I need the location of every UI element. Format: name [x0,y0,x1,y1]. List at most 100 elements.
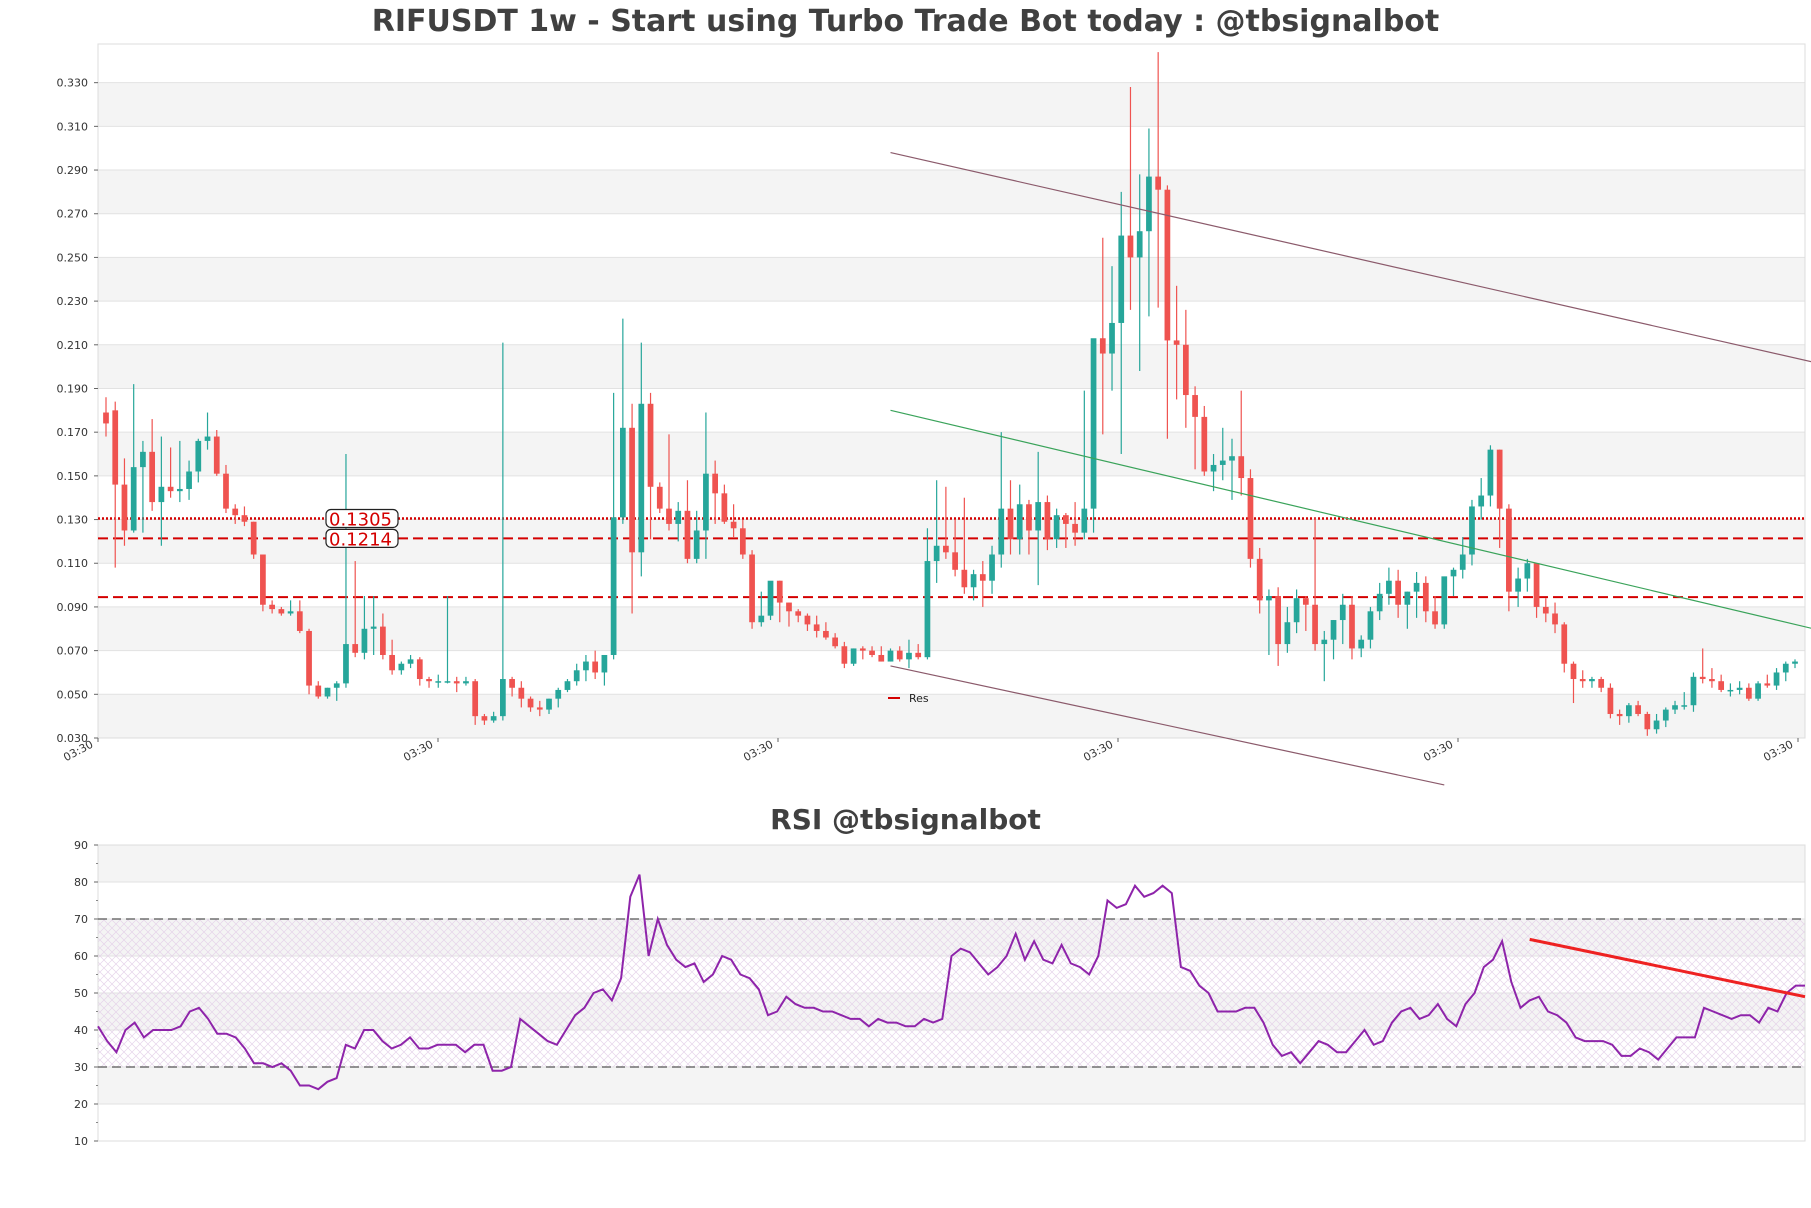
candle-body [1413,582,1420,592]
candle-body [1561,624,1568,664]
candle-body [1626,705,1632,717]
grid-band [98,432,1805,476]
candle-body [1736,687,1743,690]
candle-body [1266,596,1272,601]
candle-body [130,467,137,531]
candle-body [1524,563,1531,579]
candle-body [1146,176,1152,232]
candle-body [1487,449,1494,496]
y-tick-label: 0.270 [57,208,89,221]
x-tick-label: 03:30 [401,738,435,764]
candle-body [979,574,986,581]
candle-body [656,486,663,509]
candle-body [472,681,479,717]
candle-body [1616,713,1623,717]
grid-band [98,257,1805,302]
candle-body [1404,591,1411,605]
candle-body [389,654,395,671]
candle-body [1727,689,1734,692]
legend-label: Res [909,692,929,705]
candle-body [721,493,728,522]
candle-body [1321,639,1328,645]
candle-body [1607,687,1614,714]
candle-body [1662,709,1669,721]
candle-body [426,679,432,682]
candle-body [841,646,848,664]
candle-body [915,652,922,658]
candle-body [1395,580,1401,605]
candle-body [1422,582,1429,612]
candle-body [407,659,414,664]
rsi-y-tick-label: 10 [74,1135,88,1148]
candle-body [1579,679,1586,682]
candle-body [730,521,737,529]
y-tick-label: 0.250 [57,251,89,264]
candle-body [1118,235,1125,323]
candle-body [1201,416,1208,472]
candle-body [1229,456,1235,461]
candle-body [887,650,894,662]
candle-body [970,574,977,588]
candle-body [518,687,525,699]
candle-body [416,659,423,680]
candle-body [1367,611,1374,640]
candle-body [167,486,174,492]
candle-body [1450,569,1457,577]
rsi-y-tick-label: 50 [74,987,88,1000]
candle-body [1284,622,1291,645]
candle-body [490,716,497,721]
candle-body [1376,593,1383,612]
candle-body [481,716,488,721]
candle-body [223,473,229,509]
candle-body [758,615,765,623]
candle-body [536,707,543,710]
candle-body [638,403,645,553]
candle-body [1589,679,1595,682]
trendline-upper [890,151,1811,363]
y-tick-label: 0.330 [57,77,89,90]
candle-body [1718,681,1725,690]
candle-body [869,650,875,655]
grid-band [98,694,1805,738]
candle-body [1635,705,1641,714]
candle-body [675,510,682,524]
candle-body [952,552,958,570]
candle-body [1478,495,1485,507]
chart-title: RIFUSDT 1w - Start using Turbo Trade Bot… [371,4,1440,39]
y-tick-label: 0.150 [57,470,89,483]
y-tick-label: 0.230 [57,295,89,308]
candle-body [878,654,885,662]
candle-body [1515,578,1521,592]
candle-body [1016,504,1023,540]
grid-band [98,170,1805,214]
candle-body [112,410,119,485]
candle-body [693,530,700,559]
candle-body [1026,504,1032,531]
candle-body [555,689,562,699]
candle-body [380,626,386,655]
candle-body [1432,611,1438,625]
grid-band [98,344,1805,389]
candle-body [573,670,580,682]
rsi-y-tick-label: 20 [74,1098,88,1111]
candle-body [684,510,691,559]
candle-body [1598,679,1605,688]
candle-body [666,508,672,524]
candle-body [250,521,257,555]
candle-body [1044,502,1051,540]
level-label: 0.1214 [329,529,392,550]
candle-body [509,679,515,688]
candle-body [343,644,349,684]
candle-body [1496,449,1503,509]
candle-body [296,611,303,631]
price-panel: 0.030 0.050 0.070 0.090 0.110 0.130 0.150 0.170… [57,43,1811,786]
candle-body [333,683,340,688]
y-tick-label: 0.110 [57,557,89,570]
plot-border [97,43,1806,739]
rsi-grid-band [98,1067,1805,1104]
candle-body [1099,338,1106,354]
candle-body [703,473,709,531]
candle-body [943,545,949,553]
y-tick-label: 0.050 [57,688,89,701]
candle-body [924,561,931,658]
